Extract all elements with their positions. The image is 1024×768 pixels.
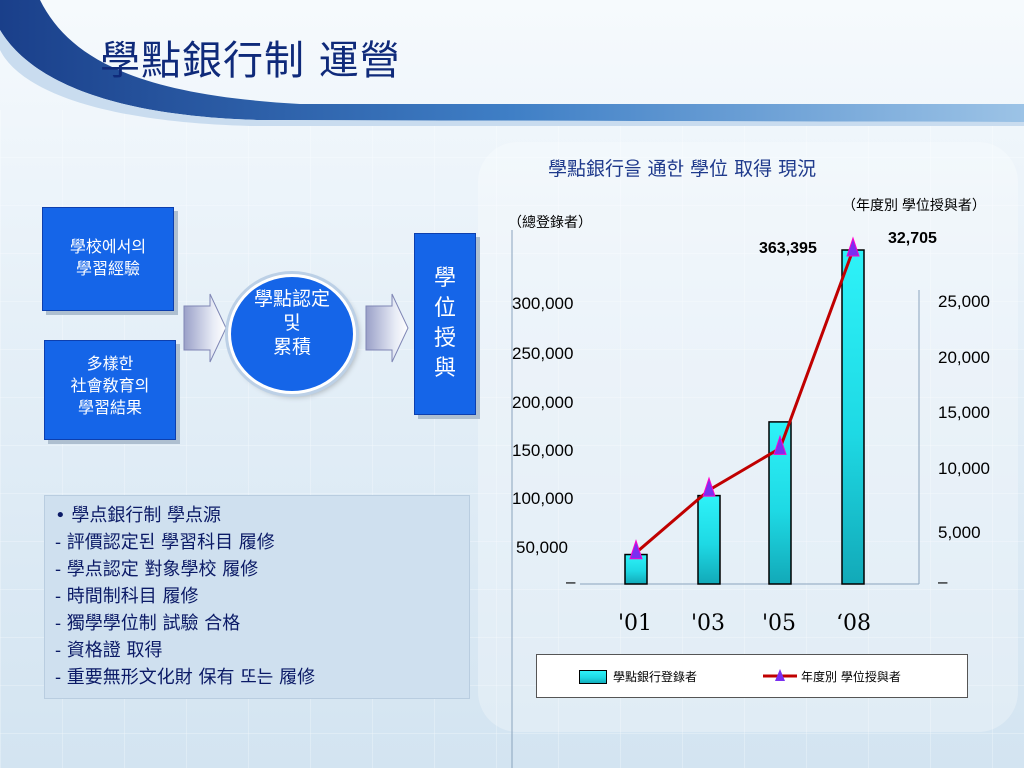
legend-line-swatch bbox=[763, 669, 797, 681]
right-axis-label: （年度別 學位授與者） bbox=[842, 197, 986, 213]
y-tick-label: 100,000 bbox=[512, 489, 574, 508]
y2-tick-label: 25,000 bbox=[938, 292, 990, 311]
box-char: 與 bbox=[433, 356, 456, 381]
bar bbox=[768, 421, 792, 585]
bar-data-label: 363,395 bbox=[759, 240, 817, 257]
chart-title: 學點銀行을 通한 學位 取得 現況 bbox=[548, 158, 817, 180]
list-item: - 評價認定된 學習科目 履修 bbox=[55, 532, 275, 553]
box-line: 學習結果 bbox=[77, 398, 142, 417]
box-char: 學 bbox=[433, 266, 456, 291]
x-tick-label: '01 bbox=[618, 611, 653, 636]
box-line: 學習經驗 bbox=[75, 259, 140, 278]
y2-tick-label: 5,000 bbox=[938, 523, 981, 542]
chart-legend: 學點銀行登錄者 年度別 學位授與者 bbox=[536, 654, 968, 698]
list-item: - 獨學學位制 試驗 合格 bbox=[55, 613, 241, 634]
line-point bbox=[629, 539, 643, 560]
circle-line: 累積 bbox=[272, 336, 311, 358]
y2-tick-label: 20,000 bbox=[938, 348, 990, 367]
bar bbox=[697, 494, 721, 585]
y2-tick-label: 10,000 bbox=[938, 459, 990, 478]
box-line: 學校에서의 bbox=[69, 237, 147, 256]
right-arrow-icon bbox=[183, 293, 227, 363]
y2-tick-label: – bbox=[938, 572, 948, 591]
y-tick-label: 50,000 bbox=[516, 538, 568, 557]
box-char: 位 bbox=[433, 296, 456, 321]
list-item: • 學点銀行制 學点源 bbox=[55, 505, 222, 526]
box-line: 社會敎育의 bbox=[70, 376, 150, 395]
bar bbox=[841, 249, 865, 585]
list-item: - 學点認定 對象學校 履修 bbox=[55, 559, 259, 580]
legend-bar-label: 學點銀行登錄者 bbox=[613, 670, 698, 684]
right-arrow-icon bbox=[365, 293, 409, 363]
x-tick-label: '03 bbox=[691, 611, 726, 636]
credit-sources-list: • 學点銀行制 學点源 - 評價認定된 學習科目 履修 - 學点認定 對象學校 … bbox=[44, 495, 470, 699]
line-data-label: 32,705 bbox=[888, 230, 937, 247]
legend-line-label: 年度別 學位授與者 bbox=[801, 670, 901, 684]
legend-bar-swatch bbox=[579, 670, 607, 684]
line-point bbox=[846, 236, 860, 257]
list-item: - 重要無形文化財 保有 또는 履修 bbox=[55, 667, 316, 688]
chart-panel bbox=[478, 142, 1018, 732]
box-line: 多樣한 bbox=[86, 354, 134, 373]
list-item: - 時間制科目 履修 bbox=[55, 586, 199, 607]
header-swoosh bbox=[0, 0, 1024, 126]
y-tick-label: – bbox=[566, 572, 576, 591]
circle-line: 및 bbox=[283, 312, 301, 334]
list-item: - 資格證 取得 bbox=[55, 640, 163, 661]
y-tick-label: 300,000 bbox=[512, 294, 574, 313]
circle-line: 學點認定 bbox=[253, 288, 330, 310]
y-tick-label: 200,000 bbox=[512, 393, 574, 412]
x-tick-label: '05 bbox=[762, 611, 797, 636]
left-axis-label: （總登錄者） bbox=[508, 215, 592, 231]
line-point bbox=[773, 434, 787, 455]
line-point bbox=[702, 476, 716, 497]
slide-title: 學點銀行制 運營 bbox=[100, 38, 401, 84]
degree-conferral-box: 學 位 授 與 bbox=[414, 233, 476, 415]
x-tick-label: ‘08 bbox=[836, 611, 871, 636]
social-education-box: 多樣한 社會敎育의 學習結果 bbox=[44, 340, 176, 440]
y2-tick-label: 15,000 bbox=[938, 403, 990, 422]
learning-experience-box: 學校에서의 學習經驗 bbox=[42, 207, 174, 311]
y-tick-label: 150,000 bbox=[512, 441, 574, 460]
box-char: 授 bbox=[433, 326, 456, 351]
y-tick-label: 250,000 bbox=[512, 344, 574, 363]
line-series bbox=[635, 249, 855, 554]
credit-accumulation-circle: 學點認定 및 累積 bbox=[228, 274, 356, 394]
